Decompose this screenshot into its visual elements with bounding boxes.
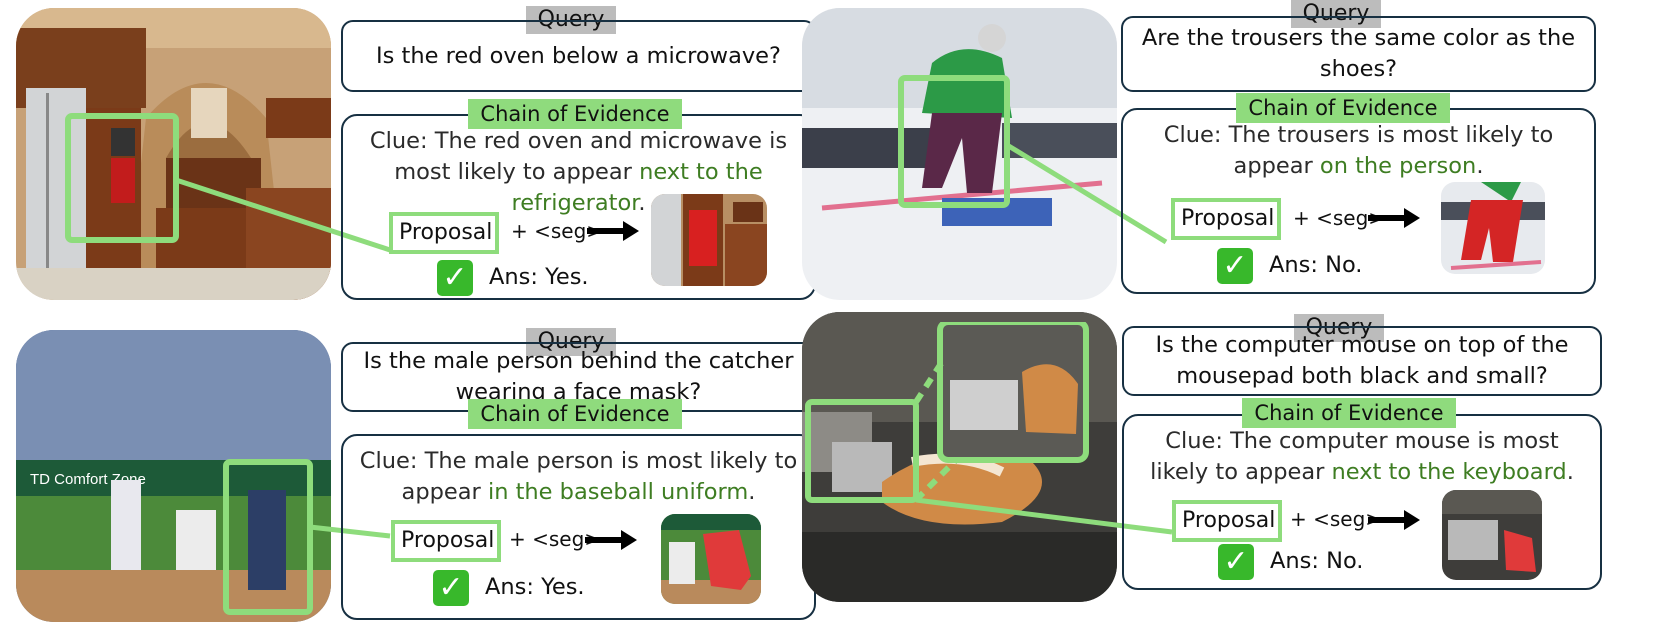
chain-box: Clue: The male person is most likely to … bbox=[341, 434, 816, 620]
clue-main: The red oven and microwave is most likel… bbox=[394, 128, 788, 185]
clue-prefix: Clue: bbox=[369, 128, 428, 154]
query-text: Is the red oven below a microwave? bbox=[376, 42, 781, 69]
clue-text: Clue: The male person is most likely to … bbox=[343, 446, 814, 508]
example-panel-kitchen: Query Is the red oven below a microwave?… bbox=[0, 0, 820, 305]
clue-prefix: Clue: bbox=[359, 448, 418, 474]
clue-highlight: on the person bbox=[1319, 153, 1477, 179]
arrow-right-icon bbox=[585, 530, 637, 550]
query-box: Is the red oven below a microwave? bbox=[341, 20, 816, 92]
answer-text: Ans: No. bbox=[1269, 252, 1363, 278]
arrow-right-icon bbox=[1368, 510, 1420, 530]
clue-main: The trousers is most likely to appear bbox=[1228, 122, 1554, 179]
chain-of-evidence-label: Chain of Evidence bbox=[1242, 398, 1456, 428]
segmented-mouse-thumbnail bbox=[1442, 490, 1542, 580]
answer-text: Ans: Yes. bbox=[485, 574, 585, 600]
clue-end: . bbox=[1476, 153, 1484, 179]
proposal-tag: Proposal bbox=[391, 520, 501, 562]
kitchen-photo bbox=[16, 8, 331, 300]
clue-highlight: next to the keyboard bbox=[1331, 459, 1567, 485]
chain-of-evidence-label: Chain of Evidence bbox=[1236, 93, 1450, 123]
clue-end: . bbox=[1566, 459, 1574, 485]
clue-highlight: in the baseball uniform bbox=[487, 479, 749, 505]
clue-prefix: Clue: bbox=[1165, 428, 1223, 454]
baseball-photo: TD Comfort Zone bbox=[16, 330, 331, 622]
chain-of-evidence-label: Chain of Evidence bbox=[468, 399, 682, 429]
clue-text: Clue: The trousers is most likely to app… bbox=[1123, 120, 1594, 182]
check-icon: ✓ bbox=[1218, 544, 1254, 580]
example-panel-desk: Query Is the computer mouse on top of th… bbox=[786, 312, 1606, 627]
segmented-trousers-thumbnail bbox=[1441, 182, 1545, 274]
query-box: Are the trousers the same color as the s… bbox=[1121, 16, 1596, 92]
seg-token: + <seg> bbox=[1290, 507, 1383, 531]
example-panel-skier: Query Are the trousers the same color as… bbox=[786, 0, 1606, 305]
chain-box: Clue: The red oven and microwave is most… bbox=[341, 114, 816, 300]
clue-main: The computer mouse is most likely to app… bbox=[1150, 428, 1559, 485]
clue-text: Clue: The computer mouse is most likely … bbox=[1124, 426, 1600, 488]
cat-desk-photo bbox=[802, 312, 1117, 602]
arrow-right-icon bbox=[587, 221, 639, 241]
segmented-oven-thumbnail bbox=[651, 194, 767, 286]
clue-end: . bbox=[748, 479, 756, 505]
clue-end: . bbox=[638, 190, 646, 216]
check-icon: ✓ bbox=[1217, 248, 1253, 284]
chain-box: Clue: The trousers is most likely to app… bbox=[1121, 108, 1596, 294]
arrow-right-icon bbox=[1368, 208, 1420, 228]
answer-text: Ans: Yes. bbox=[489, 264, 589, 290]
proposal-tag: Proposal bbox=[389, 212, 499, 254]
proposal-tag: Proposal bbox=[1171, 198, 1281, 240]
check-icon: ✓ bbox=[437, 260, 473, 296]
answer-text: Ans: No. bbox=[1270, 548, 1364, 574]
clue-highlight: next to the refrigerator bbox=[511, 159, 763, 216]
query-box: Is the computer mouse on top of the mous… bbox=[1122, 326, 1602, 396]
query-text: Is the computer mouse on top of the mous… bbox=[1155, 332, 1569, 389]
skier-photo bbox=[802, 8, 1117, 300]
segmented-catcher-thumbnail bbox=[661, 514, 761, 604]
clue-main: The male person is most likely to appear bbox=[401, 448, 798, 505]
query-label: Query bbox=[1291, 0, 1381, 28]
chain-of-evidence-label: Chain of Evidence bbox=[468, 99, 682, 129]
chain-box: Clue: The computer mouse is most likely … bbox=[1122, 414, 1602, 590]
clue-prefix: Clue: bbox=[1163, 122, 1222, 148]
check-icon: ✓ bbox=[433, 570, 469, 606]
clue-text: Clue: The red oven and microwave is most… bbox=[343, 126, 814, 219]
query-text: Are the trousers the same color as the s… bbox=[1141, 25, 1576, 82]
example-panel-baseball: TD Comfort Zone Query Is the male person… bbox=[0, 322, 820, 627]
proposal-tag: Proposal bbox=[1172, 500, 1282, 542]
